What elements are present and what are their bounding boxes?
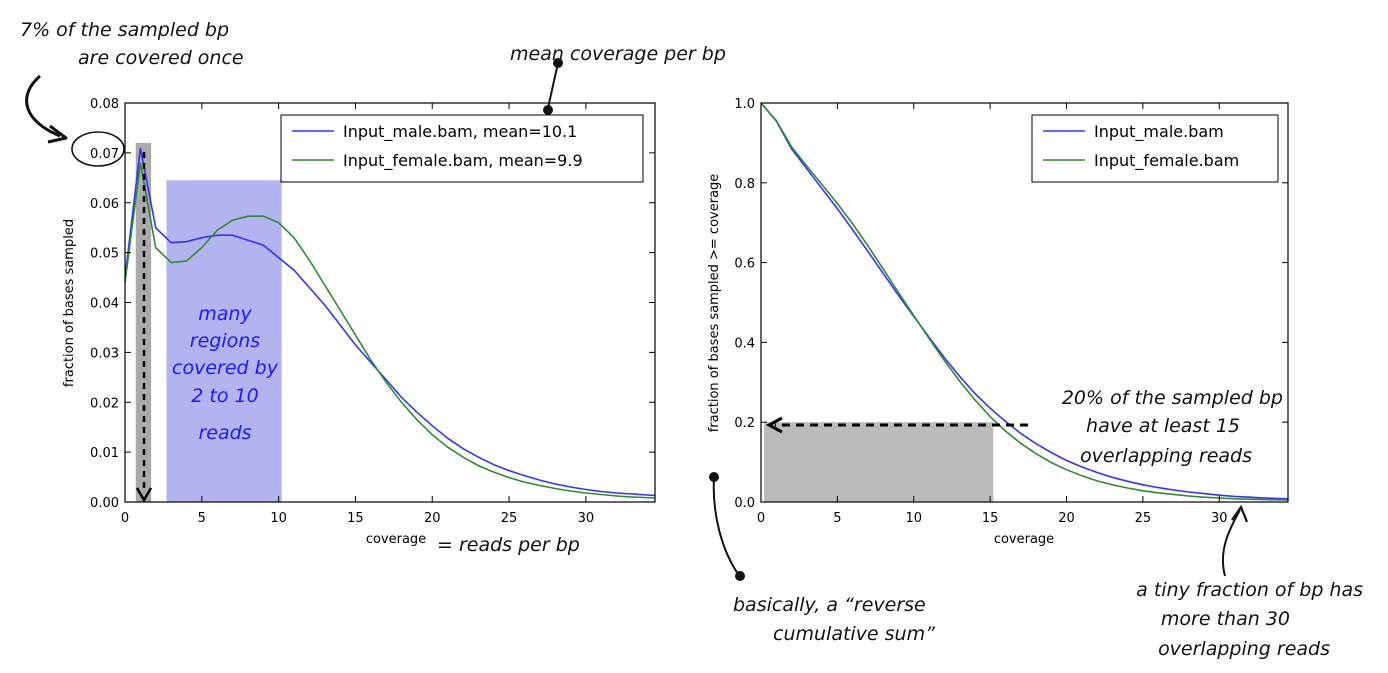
- blue-box-line2: regions: [190, 330, 261, 352]
- p0-ytick-label: 0.06: [90, 197, 119, 212]
- right-xlabel: coverage: [994, 532, 1054, 547]
- mean-pointer-line: [547, 62, 559, 109]
- p1-xtick-label: 30: [1211, 511, 1228, 526]
- p0-xtick-label: 0: [121, 511, 129, 526]
- left-ylabel: fraction of bases sampled: [62, 219, 77, 387]
- p0-ytick-label: 0.03: [90, 346, 119, 361]
- annotation-mean-coverage: mean coverage per bp: [510, 43, 726, 65]
- left-chart: 0 5 10 15 20 25 30 0.00 0.01 0.02 0.03 0.04 0.05 0.06…: [20, 19, 726, 556]
- annotation-reverse-sum-line2: cumulative sum”: [773, 623, 935, 645]
- p1-xtick-label: 10: [905, 511, 922, 526]
- down-arrowhead-icon: [135, 487, 153, 503]
- annotation-20pct-line1: 20% of the sampled bp: [1062, 387, 1283, 409]
- p0-xtick-label: 30: [578, 511, 595, 526]
- p0-ytick-label: 0.07: [90, 147, 119, 162]
- right-highlight-regions: [764, 422, 994, 502]
- annotation-covered-once-line2: are covered once: [78, 47, 244, 69]
- p1-ytick-label: 1.0: [734, 97, 755, 112]
- left-legend-box: [280, 114, 644, 183]
- left-legend-label-male: Input_male.bam, mean=10.1: [343, 122, 577, 142]
- tick-007-circle: [71, 131, 125, 167]
- annotation-tiny-fraction-line2: more than 30: [1161, 608, 1290, 630]
- left-plot-frame: [124, 102, 656, 503]
- right-legend: Input_male.bam Input_female.bam: [1031, 114, 1279, 183]
- p0-ytick-label: 0.04: [90, 297, 119, 312]
- p0-ytick-label: 0.02: [90, 396, 119, 411]
- blue-box-line3: covered by: [172, 357, 279, 379]
- tiny-fraction-pointer: [1221, 509, 1241, 577]
- left-legend: Input_male.bam, mean=10.1 Input_female.b…: [280, 114, 644, 183]
- p1-ytick-label: 0.4: [734, 336, 755, 351]
- left-highlight-regions: [135, 142, 282, 502]
- blue-box-line1: many: [198, 303, 252, 325]
- p1-ytick-label: 0.2: [734, 416, 755, 431]
- blue-box-line5: reads: [198, 422, 251, 444]
- left-xlabel: coverage: [366, 532, 426, 547]
- left-ticks: 0 5 10 15 20 25 30 0.00 0.01 0.02 0.03 0.04 0.05 0.06…: [90, 97, 655, 526]
- annotation-covered-once-line1: 7% of the sampled bp: [20, 19, 229, 41]
- left-series-lines: [124, 147, 656, 499]
- p0-ytick-label: 0.00: [90, 496, 119, 511]
- p1-highlight-0: [764, 422, 994, 502]
- p1-xtick-label: 20: [1058, 511, 1075, 526]
- annotation-20pct-line2: have at least 15: [1086, 415, 1240, 437]
- annotation-tiny-fraction-line3: overlapping reads: [1158, 638, 1330, 660]
- p0-ytick-label: 0.01: [90, 446, 119, 461]
- p1-xtick-label: 5: [833, 511, 841, 526]
- p0-xtick-label: 20: [424, 511, 441, 526]
- annotation-reverse-sum-line1: basically, a “reverse: [733, 594, 926, 616]
- arrowhead-icon: [47, 124, 68, 144]
- p0-ytick-label: 0.08: [90, 97, 119, 112]
- right-series-lines: [760, 102, 1289, 501]
- p1-series-line-1: [760, 102, 1289, 501]
- p0-xtick-label: 25: [501, 511, 518, 526]
- p0-highlight-1: [166, 180, 282, 502]
- p0-series-line-1: [124, 162, 656, 499]
- p1-xtick-label: 15: [982, 511, 999, 526]
- blue-box-line4: 2 to 10: [191, 385, 258, 407]
- right-ylabel: fraction of bases sampled >= coverage: [707, 174, 722, 433]
- p0-xtick-label: 15: [347, 511, 364, 526]
- mean-pointer-dot-top: [553, 58, 563, 68]
- up-arrowhead-icon: [1231, 504, 1249, 523]
- p1-xtick-label: 0: [757, 511, 765, 526]
- annotation-20pct-line3: overlapping reads: [1080, 445, 1252, 467]
- right-legend-label-female: Input_female.bam: [1094, 151, 1239, 171]
- left-legend-label-female: Input_female.bam, mean=9.9: [343, 151, 583, 171]
- p1-ytick-label: 0.6: [734, 257, 755, 272]
- right-plot-frame: [760, 102, 1289, 503]
- p1-ytick-label: 0.8: [734, 177, 755, 192]
- left-arrowhead-icon: [765, 416, 783, 434]
- curved-arrow-icon: [25, 74, 61, 138]
- p1-ytick-label: 0.0: [734, 496, 755, 511]
- p0-ytick-label: 0.05: [90, 247, 119, 262]
- reverse-sum-dot-bottom: [735, 571, 745, 581]
- reverse-sum-pointer: [712, 476, 739, 575]
- p0-xtick-label: 5: [198, 511, 206, 526]
- annotation-tiny-fraction-line1: a tiny fraction of bp has: [1136, 579, 1363, 601]
- mean-pointer-dot-bottom: [543, 105, 553, 115]
- left-xlabel-suffix: = reads per bp: [437, 534, 580, 556]
- right-chart: 0 5 10 15 20 25 30 0.0 0.2 0.4 0.6 0.8 1.0 Input_mal…: [707, 97, 1363, 660]
- p1-xtick-label: 25: [1135, 511, 1152, 526]
- right-legend-label-male: Input_male.bam: [1094, 122, 1224, 142]
- p0-xtick-label: 10: [270, 511, 287, 526]
- p1-series-line-0: [760, 102, 1289, 500]
- right-legend-box: [1031, 114, 1279, 183]
